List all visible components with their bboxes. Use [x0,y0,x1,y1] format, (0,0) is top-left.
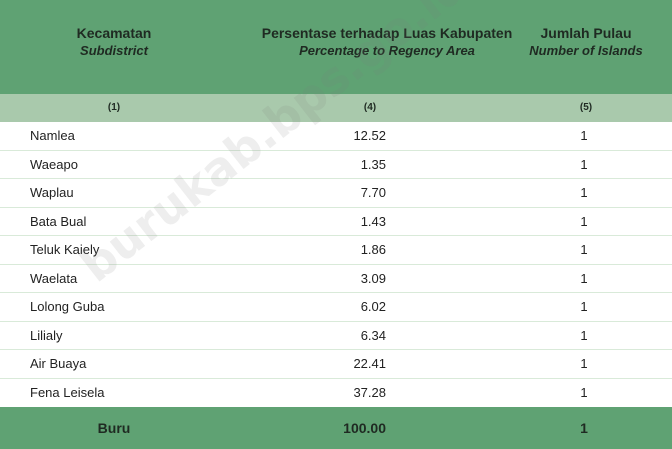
row-subdistrict: Bata Bual [30,213,87,229]
table-row: Teluk Kaiely 1.86 1 [0,236,672,265]
row-subdistrict: Fena Leisela [30,384,105,400]
row-islands: 1 [580,242,588,257]
row-islands: 1 [580,185,588,200]
table-row: Air Buaya 22.41 1 [0,350,672,379]
row-subdistrict: Waeapo [30,156,78,172]
table-row: Waeapo 1.35 1 [0,151,672,179]
row-percentage: 7.70 [360,185,386,200]
row-subdistrict: Waelata [30,270,78,286]
table-row: Lilialy 6.34 1 [0,322,672,350]
column-number-4: (4) [363,102,377,113]
row-islands: 1 [580,128,588,143]
table-row: Waelata 3.09 1 [0,265,672,293]
header-percentage-label: Persentase terhadap Luas Kabupaten [261,25,513,41]
total-islands: 1 [580,420,588,436]
column-number-5: (5) [579,102,593,113]
row-islands: 1 [580,327,588,343]
table-body: Namlea 12.52 1 Waeapo 1.35 1 Waplau 7.70… [0,122,672,407]
row-subdistrict: Namlea [30,128,75,143]
row-islands: 1 [580,156,588,172]
row-subdistrict: Waplau [30,185,74,200]
column-number-row: (1) (4) (5) [0,94,672,122]
table-row: Bata Bual 1.43 1 [0,208,672,236]
total-percentage: 100.00 [343,420,386,436]
row-islands: 1 [580,384,588,400]
table-header: Kecamatan Subdistrict Persentase terhada… [0,0,672,94]
row-percentage: 12.52 [353,128,386,143]
row-subdistrict: Teluk Kaiely [30,242,100,257]
row-percentage: 3.09 [360,270,386,286]
header-islands-sublabel: Number of Islands [529,43,643,58]
row-islands: 1 [580,299,588,314]
table-row: Namlea 12.52 1 [0,122,672,151]
row-percentage: 1.43 [360,213,386,229]
row-percentage: 1.86 [360,242,386,257]
row-islands: 1 [580,356,588,371]
row-percentage: 6.02 [360,299,386,314]
column-number-1: (1) [107,102,121,113]
table-row: Lolong Guba 6.02 1 [0,293,672,322]
header-percentage: Persentase terhadap Luas Kabupaten Perce… [228,24,546,60]
row-percentage: 1.35 [360,156,386,172]
table-row: Fena Leisela 37.28 1 [0,379,672,408]
header-islands: Jumlah Pulau Number of Islands [500,24,672,60]
row-percentage: 6.34 [360,327,386,343]
header-percentage-sublabel: Percentage to Regency Area [299,43,475,58]
row-subdistrict: Air Buaya [30,356,87,371]
table-row: Waplau 7.70 1 [0,179,672,208]
header-islands-label: Jumlah Pulau [540,25,632,41]
row-subdistrict: Lolong Guba [30,299,105,314]
row-subdistrict: Lilialy [30,327,63,343]
total-regency: Buru [97,420,131,436]
header-subdistrict: Kecamatan Subdistrict [0,24,228,60]
row-islands: 1 [580,270,588,286]
header-subdistrict-label: Kecamatan [76,25,152,41]
row-percentage: 37.28 [353,384,386,400]
header-subdistrict-sublabel: Subdistrict [80,43,148,58]
total-row: Buru 100.00 1 [0,407,672,449]
row-percentage: 22.41 [353,356,386,371]
row-islands: 1 [580,213,588,229]
